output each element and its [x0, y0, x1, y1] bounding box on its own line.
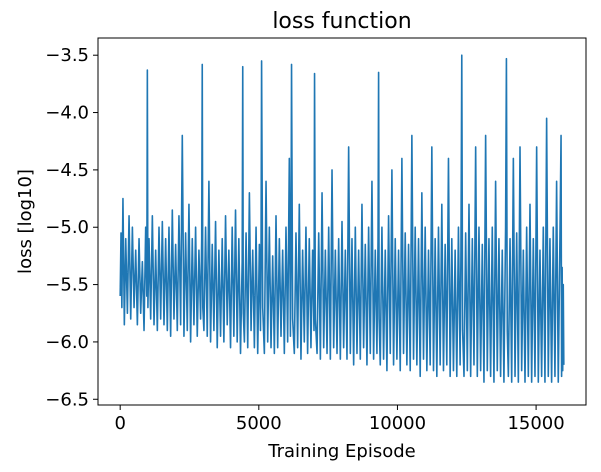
- x-tick-label: 0: [114, 413, 125, 434]
- x-axis-label: Training Episode: [267, 441, 415, 462]
- y-tick-label: −6.0: [45, 332, 89, 353]
- y-tick-label: −4.0: [45, 103, 89, 124]
- y-tick-label: −5.5: [45, 275, 89, 296]
- y-tick-label: −6.5: [45, 389, 89, 410]
- y-tick-label: −3.5: [45, 45, 89, 66]
- x-tick-label: 15000: [507, 413, 564, 434]
- x-tick-label: 10000: [369, 413, 426, 434]
- y-axis: −6.5 −6.0 −5.5 −5.0 −4.5 −4.0 −3.5: [45, 45, 98, 410]
- y-tick-label: −5.0: [45, 217, 89, 238]
- y-axis-label: loss [log10]: [15, 169, 36, 274]
- x-axis: 0 5000 10000 15000: [114, 405, 565, 434]
- chart-title: loss function: [272, 9, 411, 34]
- plot-frame: [97, 37, 587, 406]
- x-tick-label: 5000: [236, 413, 282, 434]
- y-tick-label: −4.5: [45, 160, 89, 181]
- series-line-loss: [119, 54, 565, 383]
- plot-area: [119, 54, 565, 383]
